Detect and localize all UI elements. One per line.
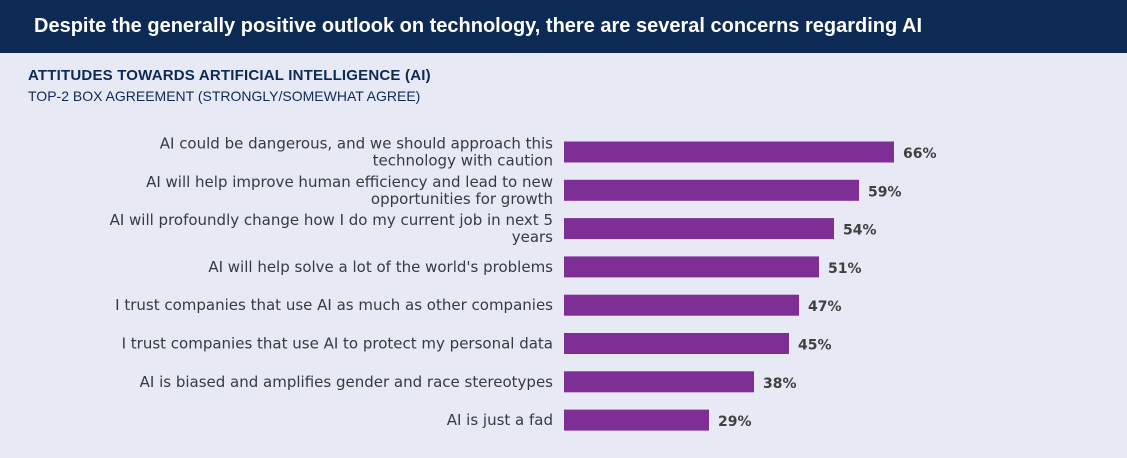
bar bbox=[564, 371, 754, 393]
bar bbox=[564, 218, 834, 240]
category-label: AI will help improve human efficiency an… bbox=[146, 173, 553, 208]
chart-subtitle: TOP-2 BOX AGREEMENT (STRONGLY/SOMEWHAT A… bbox=[28, 88, 421, 104]
category-label: AI is biased and amplifies gender and ra… bbox=[140, 373, 554, 391]
data-label: 59% bbox=[868, 184, 902, 200]
bar bbox=[564, 141, 894, 163]
category-label: I trust companies that use AI to protect… bbox=[122, 335, 553, 353]
category-label: AI could be dangerous, and we should app… bbox=[160, 135, 553, 170]
bar bbox=[564, 179, 859, 201]
data-label: 29% bbox=[718, 414, 752, 430]
data-label: 38% bbox=[763, 376, 797, 392]
data-label: 66% bbox=[903, 146, 937, 162]
header-banner: Despite the generally positive outlook o… bbox=[0, 0, 1127, 53]
category-label: AI will profoundly change how I do my cu… bbox=[110, 211, 554, 246]
bar bbox=[564, 333, 789, 354]
data-label: 51% bbox=[828, 261, 862, 277]
bar bbox=[564, 294, 799, 316]
page-title: Despite the generally positive outlook o… bbox=[34, 15, 923, 37]
data-label: 54% bbox=[843, 223, 877, 239]
data-label: 47% bbox=[808, 299, 842, 315]
bar bbox=[564, 256, 819, 278]
category-label: AI is just a fad bbox=[447, 411, 553, 429]
category-label: AI will help solve a lot of the world's … bbox=[208, 258, 553, 276]
category-label: I trust companies that use AI as much as… bbox=[115, 296, 553, 314]
data-label: 45% bbox=[798, 338, 832, 354]
bar bbox=[564, 409, 709, 431]
chart-title: ATTITUDES TOWARDS ARTIFICIAL INTELLIGENC… bbox=[28, 67, 431, 84]
